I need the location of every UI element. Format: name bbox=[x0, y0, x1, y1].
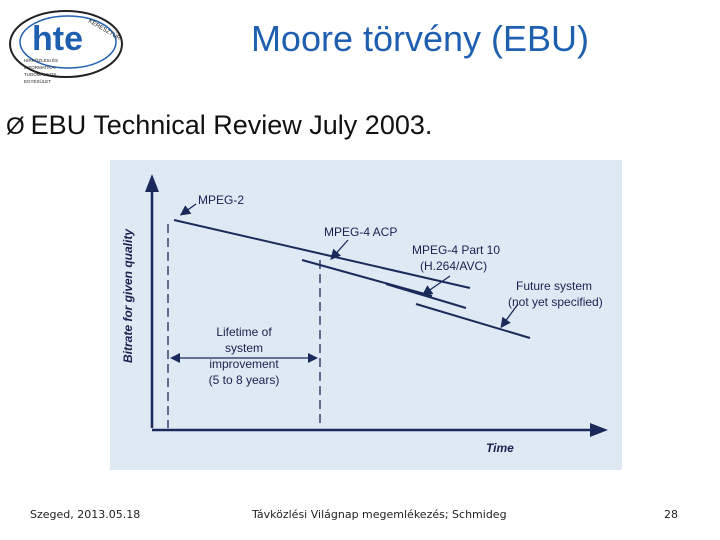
mpeg4acp-label: MPEG-4 ACP bbox=[324, 225, 397, 239]
lifetime-label-line1: Lifetime of bbox=[216, 325, 272, 339]
mpeg2-label: MPEG-2 bbox=[198, 193, 244, 207]
x-axis-arrow-icon bbox=[590, 423, 608, 437]
logo-line-4: EGYESÜLET bbox=[24, 78, 51, 84]
lifetime-arrow-right-icon bbox=[308, 353, 318, 363]
page-number: 28 bbox=[664, 508, 678, 521]
mpeg2-pointer bbox=[179, 203, 197, 216]
mpeg4p10-pointer bbox=[421, 275, 451, 296]
mpeg4p10-label-line1: MPEG-4 Part 10 bbox=[412, 243, 500, 257]
logo-line-2: INFORMATIKAI bbox=[24, 65, 56, 70]
mpeg4p10-line bbox=[385, 283, 467, 309]
bullet-arrow-icon: Ø bbox=[6, 113, 25, 140]
future-line bbox=[415, 303, 531, 339]
future-pointer bbox=[500, 303, 519, 329]
x-axis-label: Time bbox=[486, 441, 514, 455]
y-axis-label: Bitrate for given quality bbox=[121, 228, 135, 363]
diagram-background bbox=[110, 160, 622, 470]
future-label-line2: (not yet specified) bbox=[508, 295, 603, 309]
mpeg4p10-label-line2: (H.264/AVC) bbox=[420, 259, 487, 273]
footer-date: Szeged, 2013.05.18 bbox=[30, 508, 141, 521]
mpeg2-line bbox=[173, 219, 471, 289]
lifetime-label-line2: system bbox=[225, 341, 263, 355]
logo-line-3: TUDOMÁNYOS bbox=[24, 71, 56, 77]
mpeg4acp-line bbox=[301, 259, 433, 297]
footer-event: Távközlési Világnap megemlékezés; Schmid… bbox=[252, 508, 507, 521]
mpeg4acp-pointer bbox=[330, 239, 349, 260]
bullet-item: Ø EBU Technical Review July 2003. bbox=[6, 110, 432, 141]
logo-letters: hte bbox=[32, 20, 83, 58]
bullet-text: EBU Technical Review July 2003. bbox=[30, 110, 433, 140]
lifetime-label-line3: improvement bbox=[209, 357, 279, 371]
future-label-line1: Future system bbox=[516, 279, 592, 293]
lifetime-label-line4: (5 to 8 years) bbox=[209, 373, 280, 387]
y-axis-arrow-icon bbox=[145, 174, 159, 192]
lifetime-arrow-left-icon bbox=[170, 353, 180, 363]
hte-logo: hte KERESZTÚR HÍRKÖZLÉSI ÉS INFORMATIKAI… bbox=[9, 10, 123, 84]
moore-law-diagram: Bitrate for given quality Time MPEG-2 MP… bbox=[110, 160, 622, 470]
slide-title: Moore törvény (EBU) bbox=[250, 18, 590, 59]
logo-line-1: HÍRKÖZLÉSI ÉS bbox=[24, 57, 58, 63]
